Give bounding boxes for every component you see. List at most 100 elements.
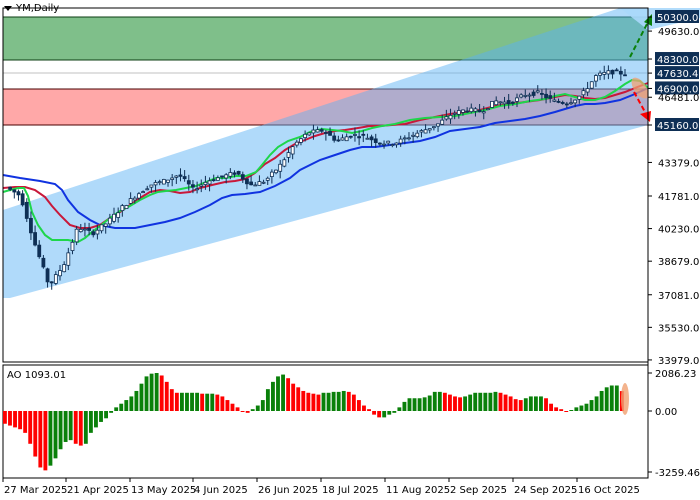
- price-label: 43379.0: [658, 158, 699, 169]
- price-axis[interactable]: 50300.0 49630.0 48300.0 47630.4 46900.046481…: [647, 8, 699, 478]
- ao-bar: [185, 392, 189, 411]
- ao-bar: [473, 392, 478, 411]
- price-tick: 45160.0: [648, 118, 699, 132]
- ao-bar: [584, 403, 589, 411]
- price-tick: 43379.0: [648, 158, 699, 169]
- ao-bar: [493, 391, 498, 411]
- price-tick: 46900.0: [648, 81, 699, 95]
- ao-bar: [614, 385, 619, 411]
- ao-bar: [154, 373, 159, 411]
- ao-bar: [230, 403, 235, 411]
- ao-bar: [513, 399, 518, 411]
- ao-bar: [523, 398, 528, 411]
- ao-bar: [453, 396, 457, 411]
- svg-text:26 Jun 2025: 26 Jun 2025: [258, 485, 318, 496]
- time-tick: 16 Oct 2025: [576, 478, 640, 496]
- ao-bar: [331, 391, 336, 411]
- price-tick: 38679.0: [648, 257, 699, 268]
- ao-bar: [23, 411, 28, 433]
- ao-bar: [225, 400, 230, 411]
- ao-bar: [63, 411, 68, 442]
- ao-bar: [432, 391, 437, 411]
- main-price-panel[interactable]: [2, 7, 700, 363]
- sell-target-zone: [3, 89, 648, 125]
- ao-bar: [427, 395, 432, 411]
- ao-indicator-panel[interactable]: 2086.23 0.00 -3259.46: [2, 364, 700, 479]
- ao-bar: [149, 373, 154, 411]
- price-tick: 33979.0: [648, 356, 699, 367]
- ao-bar: [179, 392, 184, 411]
- ao-bar: [38, 411, 43, 468]
- ao-bar: [498, 392, 503, 411]
- svg-text:16 Oct 2025: 16 Oct 2025: [578, 485, 640, 496]
- time-tick: 2 Sep 2025: [448, 478, 507, 496]
- ao-bar: [260, 400, 265, 411]
- svg-text:18 Jul 2025: 18 Jul 2025: [322, 485, 379, 496]
- ascending-channel: [3, 8, 648, 298]
- price-label: 41781.0: [658, 192, 699, 203]
- buy-target-zone: [3, 17, 648, 60]
- ao-bar: [336, 391, 341, 411]
- ao-bar: [554, 407, 559, 411]
- price-tick: 37081.0: [648, 291, 699, 302]
- price-label: 45160.0: [657, 121, 698, 132]
- ao-bar: [240, 411, 245, 412]
- svg-text:27 Mar 2025: 27 Mar 2025: [4, 485, 67, 496]
- ao-bar: [134, 390, 139, 411]
- price-label: 35530.0: [658, 323, 699, 334]
- price-label-box: [655, 81, 699, 95]
- ao-bar: [458, 397, 462, 411]
- ao-bar: [463, 396, 468, 411]
- ao-bar: [422, 397, 427, 411]
- price-tick: 47630.4: [648, 66, 699, 80]
- ao-bar: [205, 393, 210, 411]
- ao-bar: [539, 396, 543, 411]
- ao-bar: [104, 411, 108, 419]
- ao-bar: [144, 376, 149, 411]
- ao-bar: [220, 396, 225, 411]
- ao-bar: [311, 393, 316, 411]
- ao-bar: [286, 378, 291, 411]
- price-label: 46900.0: [657, 84, 698, 95]
- ao-bar: [301, 390, 306, 411]
- ao-bar: [124, 400, 129, 411]
- ao-bar: [579, 405, 584, 411]
- ao-bar: [8, 411, 12, 426]
- ao-bar: [281, 374, 285, 411]
- ao-bar: [589, 400, 594, 411]
- ao-bar: [316, 394, 321, 411]
- ao-bar: [174, 392, 179, 411]
- price-label-box: [655, 10, 699, 23]
- bearish-target-arrow-line: [633, 91, 646, 113]
- ao-tick: -3259.46: [648, 468, 700, 479]
- ao-bar: [533, 396, 538, 411]
- ao-bar: [53, 411, 58, 459]
- time-tick: 4 Jun 2025: [192, 478, 248, 496]
- ao-bar: [291, 383, 296, 411]
- ao-bar: [296, 387, 301, 411]
- ao-bar: [18, 411, 23, 430]
- ao-bar: [265, 389, 270, 411]
- ao-bar: [99, 411, 103, 422]
- ao-bar: [109, 411, 114, 413]
- svg-text:2086.23: 2086.23: [655, 369, 696, 380]
- ao-bar: [594, 396, 599, 411]
- ao-tick: 2086.23: [648, 369, 696, 380]
- dropdown-triangle-icon[interactable]: [4, 5, 12, 11]
- ao-bar: [604, 387, 609, 411]
- symbol-title[interactable]: YM,Daily: [4, 3, 59, 14]
- time-tick: 18 Jul 2025: [320, 478, 379, 496]
- ao-indicator-label: AO 1093.01: [7, 370, 67, 381]
- ao-bar: [508, 396, 513, 411]
- ao-bar: [356, 400, 361, 411]
- ao-bar: [78, 411, 83, 446]
- ao-bar: [397, 407, 402, 411]
- price-tick: 40230.0: [648, 225, 699, 236]
- ao-bar: [402, 401, 407, 411]
- ao-bar: [306, 392, 311, 411]
- ao-bar: [195, 392, 200, 411]
- price-label-box: [655, 118, 699, 131]
